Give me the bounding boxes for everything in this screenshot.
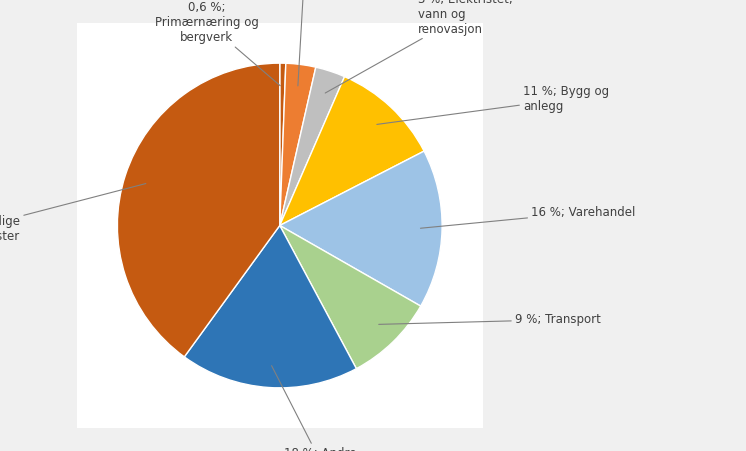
Wedge shape [280, 67, 345, 226]
Wedge shape [280, 63, 286, 226]
Text: 16 %; Varehandel: 16 %; Varehandel [421, 206, 636, 228]
Wedge shape [280, 226, 421, 368]
Text: 3 %; Elektristet,
vann og
renovasjon: 3 %; Elektristet, vann og renovasjon [325, 0, 513, 93]
Text: 18 %; Andre
private tjenester: 18 %; Andre private tjenester [271, 366, 370, 451]
Wedge shape [280, 77, 424, 226]
Text: 40 %; Offentlige
tjenester: 40 %; Offentlige tjenester [0, 184, 145, 243]
Wedge shape [117, 63, 280, 357]
Wedge shape [184, 226, 357, 388]
Text: 3 %; Inudstri: 3 %; Inudstri [266, 0, 342, 86]
Text: 11 %; Bygg og
anlegg: 11 %; Bygg og anlegg [377, 85, 609, 124]
Wedge shape [280, 151, 442, 306]
Text: 0,6 %;
Primærnæring og
bergverk: 0,6 %; Primærnæring og bergverk [154, 1, 280, 86]
Text: 9 %; Transport: 9 %; Transport [379, 313, 601, 326]
Wedge shape [280, 63, 316, 226]
